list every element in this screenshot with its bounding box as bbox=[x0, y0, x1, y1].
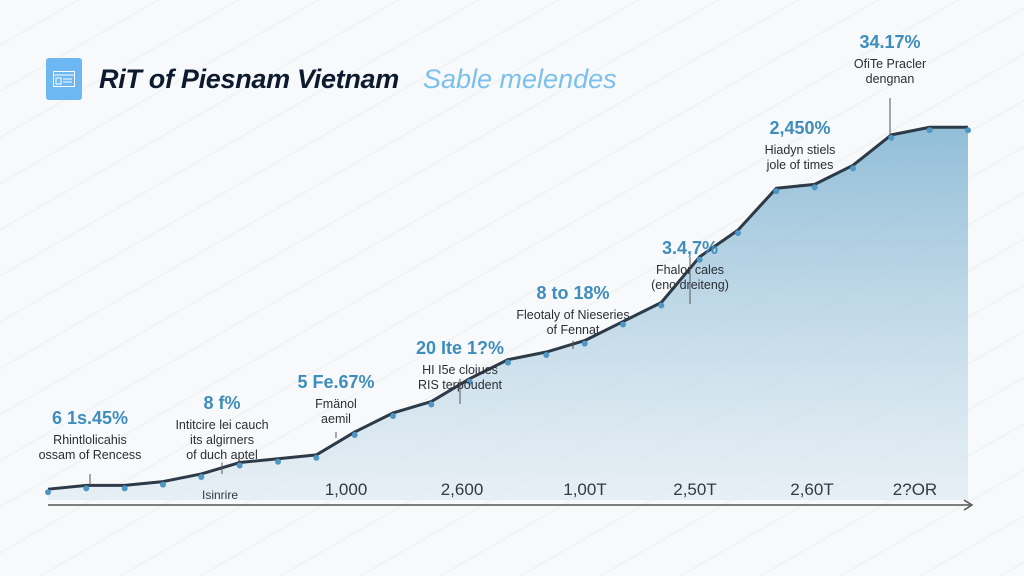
data-point bbox=[888, 134, 895, 141]
annotation-line: aemil bbox=[321, 412, 351, 426]
annotation-line: OfiTe Pracler bbox=[853, 57, 927, 71]
annotation: 5 Fe.67% Fmänol aemil bbox=[297, 372, 374, 427]
x-tick-label: 2,600 bbox=[440, 480, 484, 499]
annotation: 6 1s.45% Rhintlolicahis ossam of Rencess bbox=[39, 408, 142, 463]
data-point bbox=[466, 378, 473, 385]
annotation: 20 Ite 1?% HI I5e clojues RIS terpoudent bbox=[416, 338, 504, 393]
annotation-line: (eno dreiteng) bbox=[651, 278, 729, 292]
data-point bbox=[390, 412, 396, 419]
chart-subtitle: Sable melendes bbox=[422, 63, 617, 94]
annotation-value: 34.17% bbox=[859, 32, 921, 52]
annotation-line: dengnan bbox=[865, 72, 915, 86]
annotation-value: 3.4,7% bbox=[661, 238, 719, 258]
x-tick-label: 1,000 bbox=[324, 480, 368, 499]
annotation-value: 20 Ite 1?% bbox=[415, 338, 505, 358]
x-tick-label: 2,60T bbox=[790, 480, 834, 499]
annotation-line: RIS terpoudent bbox=[417, 378, 503, 392]
annotation-text: Hiadyn stiels jole of times bbox=[765, 143, 836, 173]
data-point bbox=[275, 458, 281, 465]
annotation-line: Intitcire lei cauch bbox=[175, 418, 269, 432]
annotation-line: of Fennat bbox=[546, 323, 600, 337]
annotation: 8 f% Intitcire lei cauch its algirners of d… bbox=[175, 393, 268, 463]
annotation-text: Fhalor cales (eno dreiteng) bbox=[651, 263, 729, 293]
annotation-line: Fmänol bbox=[315, 397, 357, 411]
data-point bbox=[581, 340, 588, 347]
annotation-line: Hiadyn stiels bbox=[764, 143, 836, 157]
data-point bbox=[236, 462, 243, 469]
annotation-line: ossam of Rencess bbox=[38, 448, 142, 462]
data-point bbox=[735, 230, 741, 237]
data-point bbox=[121, 485, 128, 492]
data-point bbox=[313, 454, 320, 461]
annotation-text: HI I5e clojues RIS terpoudent bbox=[416, 363, 504, 393]
annotation-value: 5 Fe.67% bbox=[297, 372, 375, 392]
annotation: 3.4,7% Fhalor cales (eno dreiteng) bbox=[651, 238, 729, 293]
annotation-line: of duch aptel bbox=[186, 448, 258, 462]
area-fill bbox=[48, 127, 968, 501]
annotation-text: Intitcire lei cauch its algirners of duch … bbox=[175, 418, 268, 463]
data-point bbox=[965, 127, 971, 134]
annotation-value: 6 1s.45% bbox=[51, 408, 129, 428]
data-point bbox=[83, 485, 90, 492]
data-point bbox=[658, 302, 665, 309]
chart-title: RiT of Piesnam Vietnam bbox=[99, 63, 399, 94]
chart-header: RiT of Piesnam Vietnam Sable melendes bbox=[46, 58, 617, 100]
x-tick-label: 2,50T bbox=[673, 480, 717, 499]
document-card-icon bbox=[46, 58, 82, 100]
annotation-line: Fhalor cales bbox=[655, 263, 725, 277]
annotation-line: Rhintlolicahis bbox=[53, 433, 127, 447]
annotation-line: HI I5e clojues bbox=[422, 363, 498, 377]
annotation-line: jole of times bbox=[766, 158, 834, 172]
annotation: 34.17% OfiTe Pracler dengnan bbox=[854, 32, 926, 87]
data-point bbox=[773, 188, 780, 195]
data-point bbox=[351, 432, 358, 439]
data-point bbox=[45, 489, 51, 496]
x-tick-label: 2?OR bbox=[892, 480, 938, 499]
data-point bbox=[620, 321, 626, 328]
data-point bbox=[850, 165, 856, 172]
data-point bbox=[160, 481, 166, 488]
data-point bbox=[428, 401, 435, 408]
annotation-text: Fleotaly of Nieseries of Fennat bbox=[516, 308, 629, 338]
annotation-text: Fmänol aemil bbox=[297, 397, 374, 427]
data-point bbox=[198, 473, 205, 480]
x-tick-label: Isinrire bbox=[201, 488, 239, 502]
annotation-value: 8 f% bbox=[203, 393, 241, 413]
x-axis-arrow bbox=[963, 499, 974, 511]
annotation-line: its algirners bbox=[190, 433, 254, 447]
annotation-value: 8 to 18% bbox=[536, 283, 610, 303]
annotation-text: OfiTe Pracler dengnan bbox=[854, 57, 926, 87]
x-tick-label: 1,00T bbox=[563, 480, 607, 499]
data-point bbox=[926, 127, 933, 134]
data-point bbox=[505, 359, 511, 366]
data-point bbox=[696, 256, 703, 263]
annotation-text: Rhintlolicahis ossam of Rencess bbox=[39, 433, 142, 463]
annotation: 2,450% Hiadyn stiels jole of times bbox=[765, 118, 836, 173]
annotation-line: Fleotaly of Nieseries bbox=[516, 308, 630, 322]
annotation-value: 2,450% bbox=[769, 118, 831, 138]
annotation: 8 to 18% Fleotaly of Nieseries of Fennat bbox=[516, 283, 629, 338]
data-point bbox=[811, 184, 818, 191]
data-point bbox=[543, 352, 550, 359]
